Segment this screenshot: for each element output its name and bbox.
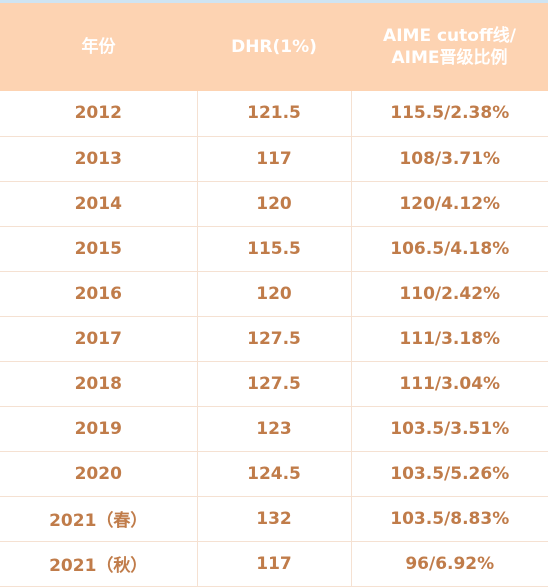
cell-aime: 108/3.71% <box>350 136 548 182</box>
cell-aime: 103.5/5.26% <box>350 451 548 497</box>
table-row: 2021（秋） 117 96/6.92% <box>0 541 548 587</box>
cell-dhr: 117 <box>196 541 351 587</box>
header-dhr: DHR(1%) <box>197 3 351 91</box>
cell-dhr: 123 <box>196 406 351 452</box>
data-table: 年份 DHR(1%) AIME cutoff线/ AIME晋级比例 2012 1… <box>0 3 548 587</box>
cell-year: 2021（春） <box>0 496 197 542</box>
cell-dhr: 115.5 <box>196 226 351 272</box>
header-aime-line1: AIME cutoff线/ <box>383 26 516 46</box>
cell-year: 2017 <box>0 316 197 362</box>
cell-aime: 103.5/3.51% <box>350 406 548 452</box>
cell-aime: 120/4.12% <box>350 181 548 227</box>
table-row: 2020 124.5 103.5/5.26% <box>0 451 548 497</box>
header-year: 年份 <box>0 3 197 91</box>
cell-dhr: 127.5 <box>196 361 351 407</box>
header-aime: AIME cutoff线/ AIME晋级比例 <box>351 3 548 91</box>
cell-aime: 111/3.18% <box>350 316 548 362</box>
cell-dhr: 120 <box>196 181 351 227</box>
top-strip <box>0 0 548 3</box>
cell-dhr: 117 <box>196 136 351 182</box>
header-aime-line2: AIME晋级比例 <box>391 48 508 68</box>
table-row: 2015 115.5 106.5/4.18% <box>0 226 548 272</box>
cell-aime: 96/6.92% <box>350 541 548 587</box>
cell-year: 2021（秋） <box>0 541 197 587</box>
cell-year: 2014 <box>0 181 197 227</box>
cell-year: 2012 <box>0 91 197 137</box>
table-row: 2018 127.5 111/3.04% <box>0 361 548 407</box>
table-row: 2014 120 120/4.12% <box>0 181 548 227</box>
cell-dhr: 120 <box>196 271 351 317</box>
cell-year: 2019 <box>0 406 197 452</box>
cell-year: 2013 <box>0 136 197 182</box>
cell-aime: 106.5/4.18% <box>350 226 548 272</box>
table-row: 2021（春） 132 103.5/8.83% <box>0 496 548 542</box>
table-row: 2012 121.5 115.5/2.38% <box>0 91 548 137</box>
header-row: 年份 DHR(1%) AIME cutoff线/ AIME晋级比例 <box>0 3 548 91</box>
cell-aime: 110/2.42% <box>350 271 548 317</box>
cell-dhr: 121.5 <box>196 91 351 137</box>
table-row: 2019 123 103.5/3.51% <box>0 406 548 452</box>
table-row: 2013 117 108/3.71% <box>0 136 548 182</box>
cell-dhr: 124.5 <box>196 451 351 497</box>
cell-dhr: 132 <box>196 496 351 542</box>
cell-year: 2020 <box>0 451 197 497</box>
cell-aime: 103.5/8.83% <box>350 496 548 542</box>
table-body: 2012 121.5 115.5/2.38% 2013 117 108/3.71… <box>0 91 548 587</box>
table-row: 2016 120 110/2.42% <box>0 271 548 317</box>
cell-aime: 115.5/2.38% <box>350 91 548 137</box>
cell-year: 2015 <box>0 226 197 272</box>
cell-aime: 111/3.04% <box>350 361 548 407</box>
table-header: 年份 DHR(1%) AIME cutoff线/ AIME晋级比例 <box>0 3 548 91</box>
cell-dhr: 127.5 <box>196 316 351 362</box>
cell-year: 2016 <box>0 271 197 317</box>
cell-year: 2018 <box>0 361 197 407</box>
table-row: 2017 127.5 111/3.18% <box>0 316 548 362</box>
